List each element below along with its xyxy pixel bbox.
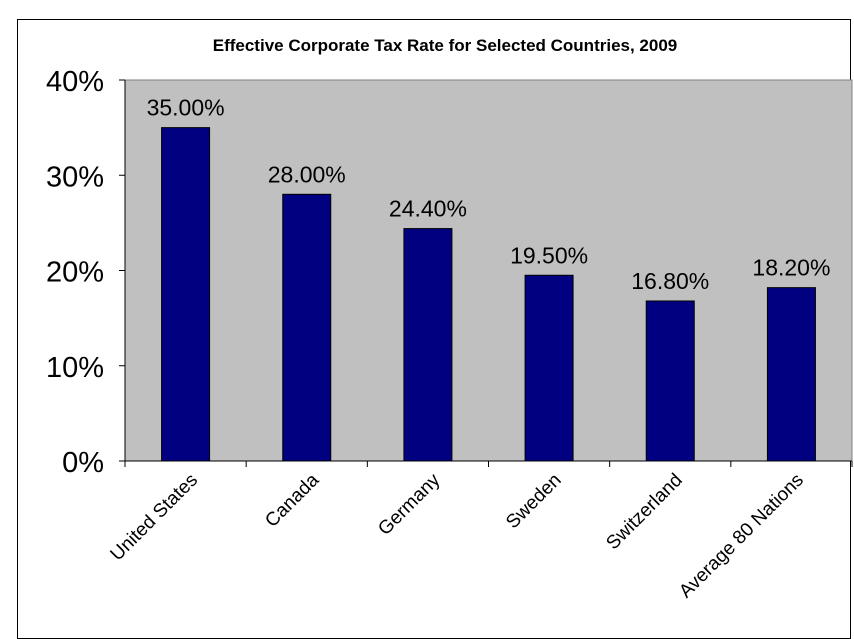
x-tick-label: Germany — [374, 469, 444, 539]
y-axis: 0% 10% 20% 30% 40% — [46, 66, 126, 479]
y-tick-label: 20% — [46, 257, 104, 289]
chart-title: Effective Corporate Tax Rate for Selecte… — [213, 36, 678, 55]
bar — [645, 300, 695, 462]
bar — [161, 127, 211, 462]
x-tick-label: Canada — [261, 469, 323, 531]
x-tick-label: Average 80 Nations — [675, 470, 808, 603]
data-label: 24.40% — [389, 196, 467, 222]
data-label: 18.20% — [752, 255, 830, 281]
data-label: 19.50% — [510, 242, 588, 268]
x-axis — [124, 460, 853, 467]
y-tick-label: 40% — [46, 66, 104, 98]
x-tick-label: Sweden — [502, 470, 565, 533]
y-tick-label: 30% — [46, 161, 104, 193]
bar — [403, 228, 453, 462]
x-tick-label: Switzerland — [602, 470, 686, 554]
bars — [161, 127, 816, 462]
data-label: 28.00% — [268, 161, 346, 187]
y-tick-label: 0% — [62, 447, 104, 479]
data-label: 35.00% — [147, 95, 225, 121]
data-label: 16.80% — [631, 268, 709, 294]
bar — [766, 287, 816, 462]
y-tick-label: 10% — [46, 352, 104, 384]
x-tick-labels: United States Canada Germany Sweden Switzerl… — [107, 469, 808, 602]
bar — [282, 193, 332, 462]
data-labels: 35.00% 28.00% 24.40% 19.50% 16.80% 18.20% — [147, 95, 831, 294]
bar — [524, 274, 574, 462]
plot-area — [124, 79, 853, 462]
x-tick-label: United States — [107, 470, 203, 566]
